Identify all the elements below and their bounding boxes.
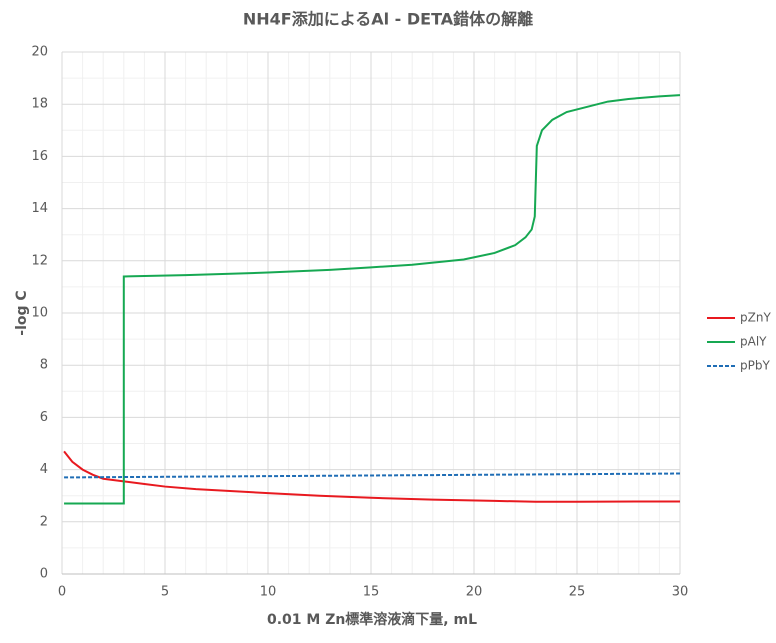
legend-label: pAlY [740,335,767,349]
y-tick-label: 6 [40,410,48,425]
y-tick-label: 4 [40,462,48,477]
y-tick-label: 14 [31,201,48,216]
y-tick-label: 8 [40,358,48,373]
x-tick-label: 10 [260,585,277,600]
y-tick-label: 20 [31,45,48,60]
x-tick-label: 15 [363,585,380,600]
x-axis-label: 0.01 M Zn標準溶液滴下量, mL [267,611,477,628]
y-tick-label: 10 [31,306,48,321]
legend-label: pPbY [740,359,770,373]
chart-title: NH4F添加によるAl - DETA錯体の解離 [243,10,533,29]
y-tick-label: 16 [31,149,48,164]
x-tick-label: 25 [569,585,586,600]
y-axis-label: -log C [14,290,30,335]
x-tick-label: 30 [672,585,689,600]
y-tick-label: 0 [40,567,48,582]
x-tick-label: 20 [466,585,483,600]
legend-label: pZnY [740,311,771,325]
line-series [64,94,681,505]
y-tick-label: 2 [40,514,48,529]
y-tick-label: 18 [31,97,48,112]
x-tick-label: 5 [161,585,169,600]
line-series [63,450,680,503]
line-series [64,472,681,479]
x-tick-label: 0 [58,585,66,600]
y-tick-label: 12 [31,253,48,268]
